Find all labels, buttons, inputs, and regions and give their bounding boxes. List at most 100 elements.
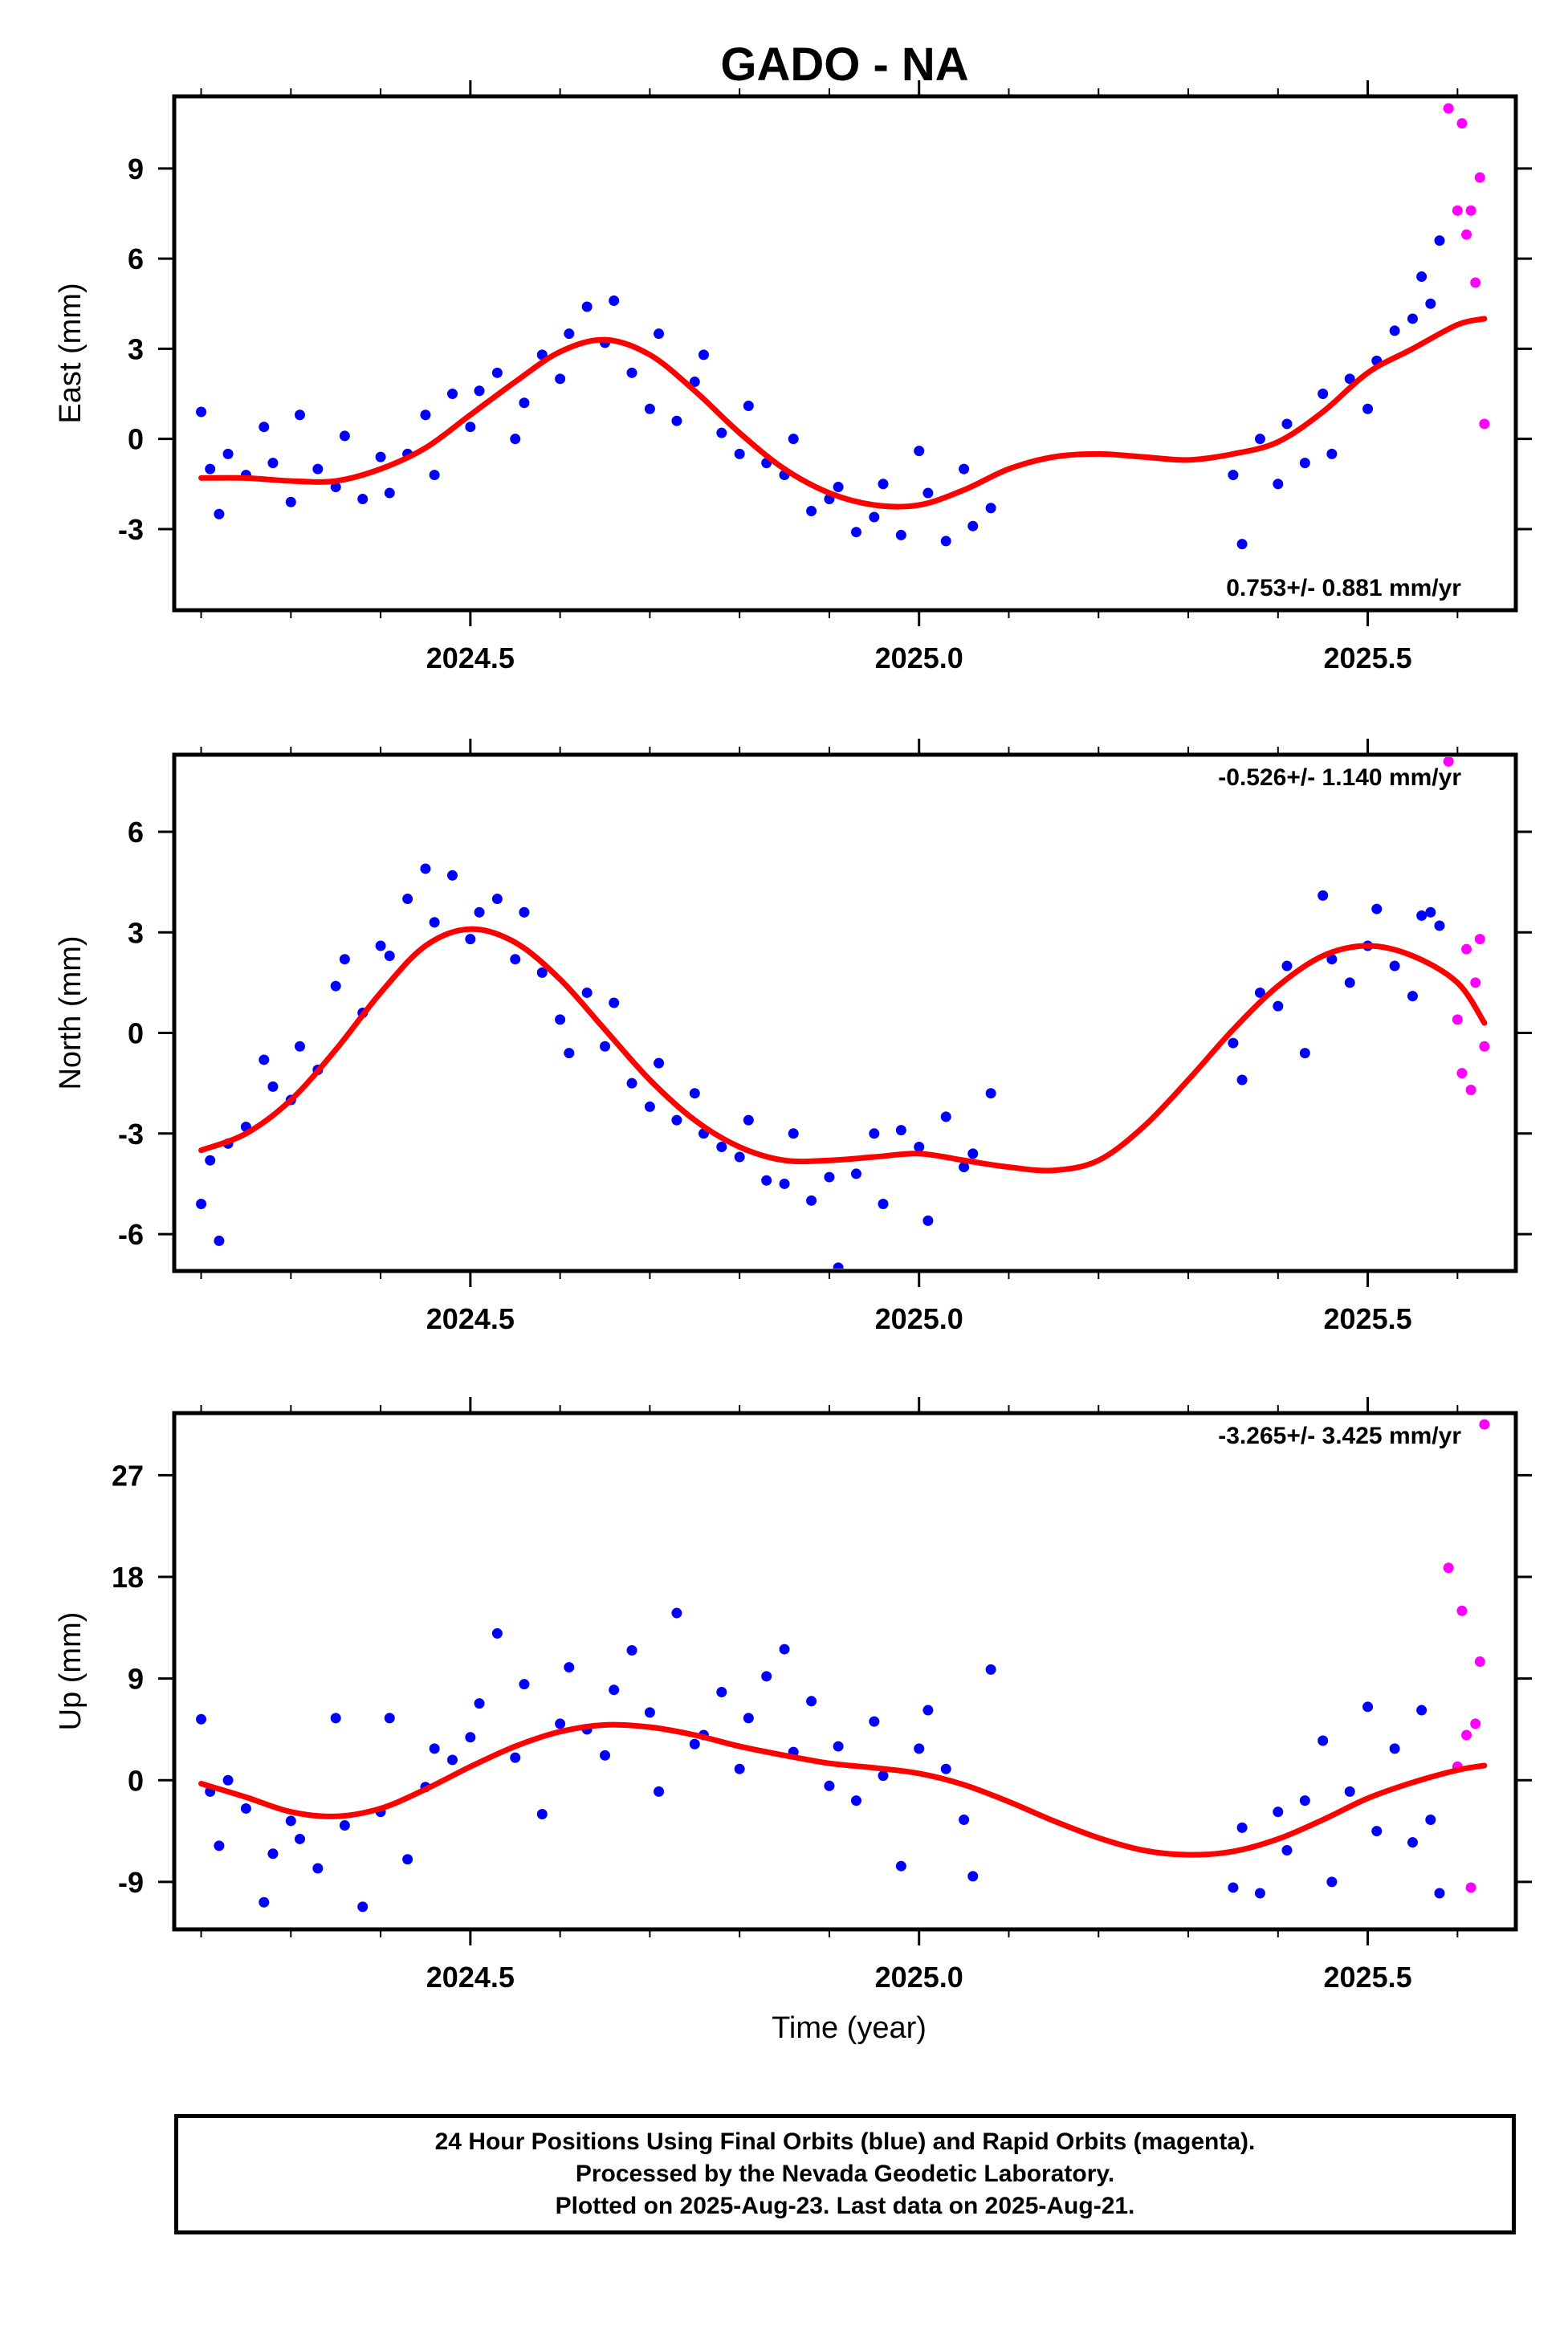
gps-timeseries-chart: GADO - NA 2024.5 2025.0 2025.5 -3 0 3 6 9 East (… [54,39,1532,2045]
up-final-point [914,1743,925,1754]
up-final-point [959,1815,970,1826]
footer-note: 24 Hour Positions Using Final Orbits (bl… [174,2114,1516,2234]
up-y-tick-label: 9 [128,1663,144,1696]
north-rapid-point [1443,757,1454,767]
up-final-point [384,1713,395,1724]
up-final-point [833,1741,844,1752]
east-final-point [895,529,906,540]
east-final-point [581,301,593,312]
north-final-point [1389,960,1400,972]
east-final-point [474,385,485,397]
east-final-point [339,430,350,442]
east-final-point [1228,470,1239,481]
up-final-point [222,1774,234,1786]
chart-panels: 2024.5 2025.0 2025.5 -3 0 3 6 9 East (mm) 0.753+/… [54,80,1532,2045]
up-x-tick-label: 2025.0 [875,1961,963,1994]
north-panel: 2024.5 2025.0 2025.5 -6 -3 0 3 6 North (mm) -0.52… [54,739,1532,1335]
up-final-point [1318,1735,1329,1746]
north-final-point [940,1111,951,1122]
up-x-axis-label: Time (year) [772,2011,927,2045]
east-final-point [267,458,279,469]
north-final-point [1254,987,1265,998]
up-final-point [240,1802,251,1814]
east-final-point [222,448,234,459]
up-rapid-point [1443,1562,1454,1574]
east-final-point [788,434,799,445]
up-y-tick-label: 0 [128,1764,144,1797]
up-final-point [1371,1826,1383,1837]
east-final-point [1434,235,1445,246]
north-final-point [446,870,458,881]
chart-title: GADO - NA [720,39,968,91]
east-final-point [609,295,620,307]
east-final-point [536,349,548,360]
north-final-point [779,1178,790,1189]
up-y-tick-label: 27 [112,1459,144,1492]
north-rapid-point [1452,1014,1463,1025]
up-final-point [536,1808,548,1819]
north-final-point [474,906,485,918]
east-final-point [1273,479,1284,490]
north-rapid-point [1456,1068,1468,1079]
east-rapid-point [1465,205,1476,216]
east-final-point [259,422,270,433]
east-rapid-point [1461,229,1472,240]
up-final-point [339,1820,350,1831]
north-final-point [824,1171,835,1183]
east-final-point [1425,298,1436,309]
up-final-point [330,1713,341,1724]
north-rapid-point [1470,977,1481,988]
east-final-point [1281,418,1293,430]
north-final-point [654,1057,665,1069]
up-final-point [689,1738,700,1750]
east-final-point [1236,539,1248,550]
east-x-tick-label: 2025.0 [875,642,963,674]
north-final-point [734,1151,745,1163]
east-final-point [510,434,521,445]
east-final-point [985,503,996,514]
north-final-point [609,997,620,1008]
north-y-tick-label: 0 [128,1017,144,1050]
east-y-tick-label: 0 [128,423,144,456]
up-final-point [626,1644,637,1656]
east-panel: 2024.5 2025.0 2025.5 -3 0 3 6 9 East (mm) 0.753+/… [54,80,1532,674]
up-final-point [1236,1822,1248,1833]
north-x-tick-label: 2025.5 [1324,1302,1412,1335]
east-final-point [519,397,530,409]
north-final-point [743,1114,754,1126]
footer-line-1: 24 Hour Positions Using Final Orbits (bl… [434,2128,1256,2155]
east-final-point [555,373,566,385]
up-final-point [196,1713,207,1725]
north-final-point [1344,977,1355,988]
up-final-point [446,1754,458,1766]
north-final-point [429,917,440,928]
east-final-point [689,377,700,388]
north-final-point [555,1014,566,1025]
north-final-point [1425,906,1436,918]
up-panel: 2024.5 2025.0 2025.5 -9 0 9 18 27 Up (mm) Time (y… [54,1397,1532,2045]
up-final-point [644,1707,655,1718]
north-final-point [196,1198,207,1209]
up-final-point [402,1854,413,1865]
north-final-point [1371,903,1383,914]
east-final-point [384,487,395,499]
up-final-point [1344,1786,1355,1797]
up-rate-annotation: -3.265+/- 3.425 mm/yr [1218,1423,1461,1449]
up-rapid-point [1470,1718,1481,1729]
north-final-point [878,1198,889,1209]
east-fit-curve [198,316,1488,510]
north-data-layer [196,757,1490,1269]
north-final-point [294,1041,305,1052]
north-final-point [1228,1037,1239,1049]
up-x-tick-label: 2025.5 [1324,1961,1412,1994]
up-final-point [465,1732,476,1743]
east-rate-annotation: 0.753+/- 0.881 mm/yr [1226,575,1461,601]
up-final-point [474,1698,485,1709]
north-final-point [536,967,548,978]
north-final-point [259,1054,270,1065]
east-y-tick-label: 3 [128,332,144,365]
north-fit-curve [198,926,1488,1174]
east-y-tick-label: 6 [128,242,144,275]
east-plot-frame [172,94,1518,613]
east-y-axis-label: East (mm) [54,283,88,423]
